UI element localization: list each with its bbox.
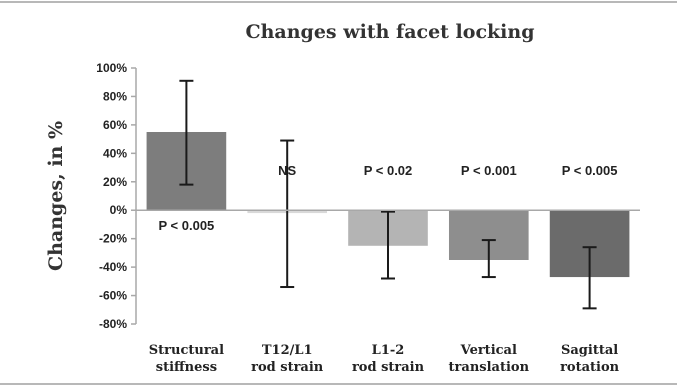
x-category-label: L1-2 — [372, 343, 405, 358]
x-category-label: translation — [449, 360, 530, 375]
bottom-border — [0, 383, 677, 385]
x-category-label: Sagittal — [561, 343, 618, 358]
top-border — [0, 1, 677, 3]
x-category-label: rod strain — [352, 360, 425, 375]
y-tick-label: 20% — [103, 175, 127, 189]
y-tick-label: 100% — [96, 61, 127, 75]
plot-area: 100% 80% 60% 40% 20% 0% -20% -40% -60% -80% P < 0.… — [96, 61, 640, 375]
y-tick-label: -20% — [99, 232, 127, 246]
p-value-label: NS — [278, 163, 296, 178]
y-tick-label: 60% — [103, 118, 127, 132]
x-category-label: Vertical — [460, 343, 517, 358]
y-tick-label: -40% — [99, 260, 127, 274]
y-tick-label: 0% — [110, 203, 128, 217]
x-category-label: rod strain — [251, 360, 324, 375]
chart-title: Changes with facet locking — [246, 21, 535, 43]
p-value-label: P < 0.005 — [159, 218, 215, 233]
x-category-label: Structural — [149, 343, 224, 358]
y-axis-label: Changes, in % — [45, 121, 67, 271]
p-value-label: P < 0.001 — [461, 163, 517, 178]
y-tick-label: 80% — [103, 89, 127, 103]
x-category-label: stiffness — [156, 360, 217, 375]
x-category-label: rotation — [560, 360, 620, 375]
p-value-label: P < 0.02 — [364, 163, 413, 178]
y-tick-label: -60% — [99, 289, 127, 303]
x-category-label: T12/L1 — [262, 343, 313, 358]
y-tick-label: -80% — [99, 317, 127, 331]
p-value-label: P < 0.005 — [562, 163, 618, 178]
y-tick-label: 40% — [103, 146, 127, 160]
